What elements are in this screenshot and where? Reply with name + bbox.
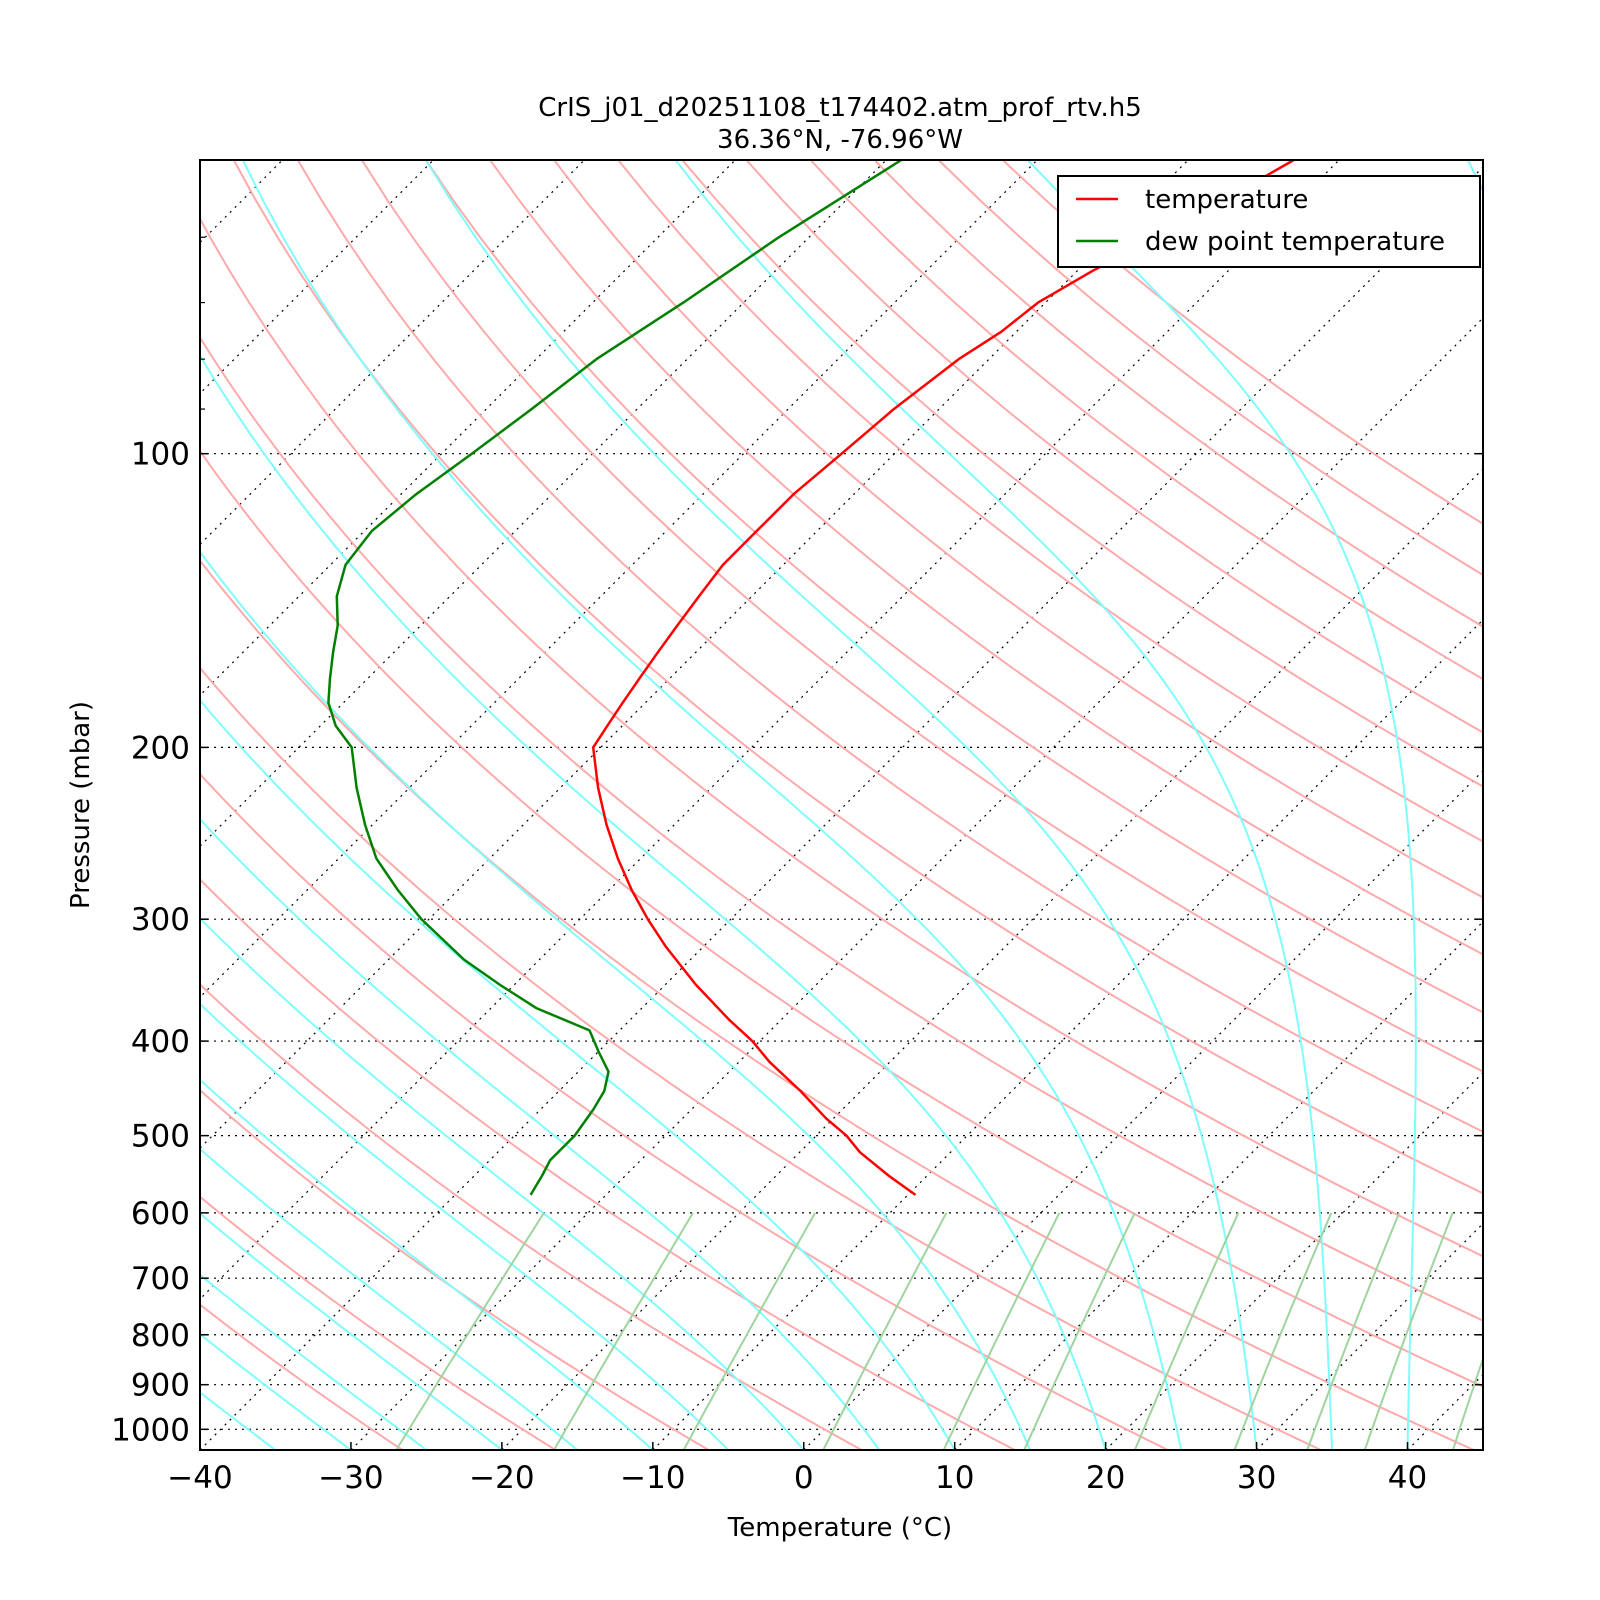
x-tick-label: −30	[318, 1460, 383, 1496]
dry-adiabat	[200, 666, 1322, 1450]
isotherm-gridline	[200, 166, 1483, 1450]
isotherm-gridline	[1558, 160, 1600, 1450]
mixing-ratio-line	[822, 1212, 948, 1450]
mixing-ratio-line	[682, 1212, 816, 1450]
y-tick-label: 900	[131, 1368, 190, 1404]
isotherm-gridline	[200, 160, 585, 546]
y-tick-label: 400	[131, 1024, 190, 1060]
dry-adiabat	[617, 160, 1483, 843]
y-tick-label: 1000	[111, 1412, 190, 1448]
moist-adiabat	[1559, 160, 1600, 1450]
isotherm-gridline	[1256, 1222, 1483, 1450]
tick-layer: −40 −30 −20 −10 0 10 20 30 40 100 200 300 400 500 600 7…	[111, 236, 1483, 1496]
isotherm-gridline	[200, 160, 1189, 1149]
legend-label-dew-point-temperature: dew point temperature	[1145, 227, 1445, 257]
dry-adiabat	[361, 160, 1483, 1073]
grid-layer	[200, 160, 1600, 1450]
x-tick-label: 0	[794, 1460, 814, 1496]
moist-adiabat	[425, 160, 1258, 1450]
mixing-ratio-line	[1023, 1212, 1136, 1450]
legend-box	[1057, 175, 1481, 268]
moist-adiabat	[200, 1391, 277, 1450]
dry-adiabat	[296, 160, 1483, 1133]
y-tick-label: 800	[131, 1318, 190, 1354]
x-tick-label: 20	[1086, 1460, 1125, 1496]
moist-adiabat	[1026, 160, 1417, 1450]
y-tick-label: 200	[131, 730, 190, 766]
dry-adiabat	[200, 1088, 710, 1450]
x-tick-label: 10	[935, 1460, 974, 1496]
moist-adiabat	[200, 1332, 352, 1450]
isotherm-gridline	[350, 317, 1483, 1450]
moist-adiabat	[200, 817, 881, 1450]
mixing-ratio-line	[1363, 1212, 1454, 1450]
mixing-ratio-line	[1306, 1212, 1401, 1450]
dry-adiabat	[200, 1303, 404, 1450]
isotherm-gridline	[1105, 1071, 1483, 1450]
dry-adiabat	[489, 160, 1483, 956]
dry-adiabat	[200, 449, 1483, 1388]
x-tick-label: −20	[469, 1460, 534, 1496]
dry-adiabat	[200, 983, 863, 1450]
moist-adiabat	[674, 160, 1334, 1450]
dry-adiabat	[745, 160, 1483, 734]
mixing-ratio-line	[1233, 1212, 1333, 1450]
y-tick-label: 500	[131, 1119, 190, 1155]
y-axis-label: Pressure (mbar)	[66, 701, 96, 909]
legend: temperature dew point temperature	[1057, 175, 1481, 268]
dry-adiabat	[425, 160, 1483, 1014]
dry-adiabat	[200, 772, 1169, 1450]
x-tick-label: −10	[620, 1460, 685, 1496]
chart-title: CrIS_j01_d20251108_t174402.atm_prof_rtv.…	[538, 93, 1142, 123]
dry-adiabat	[1002, 160, 1483, 526]
x-tick-label: −40	[167, 1460, 232, 1496]
plot-frame	[199, 159, 1484, 1451]
isotherm-gridline	[200, 160, 887, 848]
mixing-ratio-line	[553, 1212, 694, 1450]
moist-adiabat	[200, 1078, 654, 1450]
isotherm-gridline	[200, 160, 283, 244]
isotherm-gridline	[200, 160, 434, 395]
x-tick-label: 30	[1237, 1460, 1276, 1496]
isotherm-gridline	[954, 920, 1483, 1450]
dry-adiabat	[681, 160, 1483, 788]
dry-adiabat	[200, 559, 1475, 1450]
series-line-dew-point-temperature	[327, 160, 902, 1196]
mixing-ratio-line	[1133, 1212, 1240, 1450]
series-layer	[327, 160, 1295, 1196]
y-tick-label: 300	[131, 902, 190, 938]
chart-subtitle: 36.36°N, -76.96°W	[717, 125, 963, 155]
moist-adiabat	[1466, 160, 1483, 1450]
moist-adiabat	[200, 1273, 427, 1450]
moist-adiabat	[241, 160, 1183, 1450]
mixing-ratio-line	[1451, 1355, 1483, 1450]
background-lines	[200, 160, 1600, 1450]
isotherm-gridline	[200, 160, 1340, 1300]
moist-adiabat	[200, 1002, 730, 1450]
dry-adiabat	[200, 877, 1016, 1450]
dry-adiabat	[200, 216, 1483, 1258]
moist-adiabat	[200, 698, 956, 1450]
moist-adiabat	[200, 1212, 503, 1450]
legend-label-temperature: temperature	[1145, 185, 1308, 215]
isotherm-gridline	[200, 160, 1038, 999]
y-tick-label: 700	[131, 1261, 190, 1297]
moist-adiabat	[200, 353, 1107, 1450]
moist-adiabat	[200, 1147, 579, 1450]
dry-adiabat	[553, 160, 1483, 899]
series-line-temperature	[591, 160, 1295, 1196]
x-axis-label: Temperature (°C)	[727, 1513, 952, 1543]
x-tick-label: 40	[1388, 1460, 1427, 1496]
mixing-ratio-line	[942, 1212, 1061, 1450]
moist-adiabat	[200, 550, 1032, 1450]
dry-adiabat	[873, 160, 1483, 628]
moist-adiabat	[200, 917, 805, 1450]
y-tick-label: 600	[131, 1196, 190, 1232]
dry-adiabat	[232, 160, 1483, 1195]
y-tick-label: 100	[131, 437, 190, 473]
moist-adiabat	[200, 1448, 201, 1450]
mixing-ratio-line	[395, 1212, 545, 1450]
